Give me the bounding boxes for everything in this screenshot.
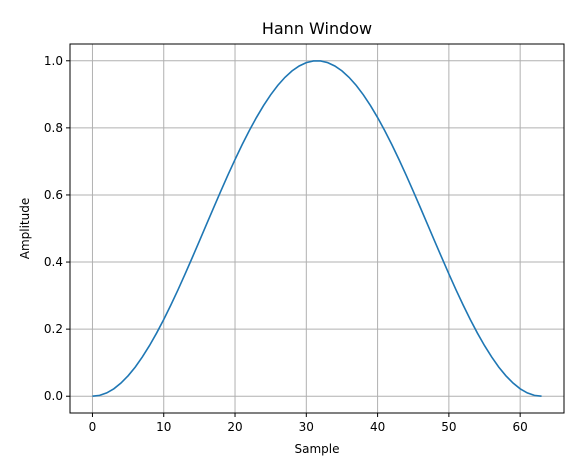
grid-layer bbox=[70, 44, 564, 413]
plot-frame bbox=[69, 43, 565, 414]
x-tick-label: 60 bbox=[513, 420, 528, 434]
y-tick-label: 0.0 bbox=[44, 389, 63, 403]
x-tick-label: 30 bbox=[299, 420, 314, 434]
series-line bbox=[92, 60, 542, 398]
x-tick-label: 10 bbox=[156, 420, 171, 434]
x-tick-label: 50 bbox=[441, 420, 456, 434]
series-layer bbox=[92, 60, 542, 398]
ticks-layer: 0 10 20 30 40 50 60 0.0 0.2 0.4 0.6 0.8 1.0 bbox=[44, 54, 528, 434]
y-tick-label: 0.6 bbox=[44, 188, 63, 202]
y-tick-label: 0.8 bbox=[44, 121, 63, 135]
x-axis-label: Sample bbox=[295, 442, 340, 456]
y-tick-label: 0.4 bbox=[44, 255, 63, 269]
chart-title: Hann Window bbox=[262, 19, 372, 38]
y-axis-label: Amplitude bbox=[18, 198, 32, 260]
y-tick-label: 0.2 bbox=[44, 322, 63, 336]
x-tick-label: 20 bbox=[227, 420, 242, 434]
x-tick-label: 0 bbox=[89, 420, 97, 434]
y-tick-label: 1.0 bbox=[44, 54, 63, 68]
x-tick-label: 40 bbox=[370, 420, 385, 434]
